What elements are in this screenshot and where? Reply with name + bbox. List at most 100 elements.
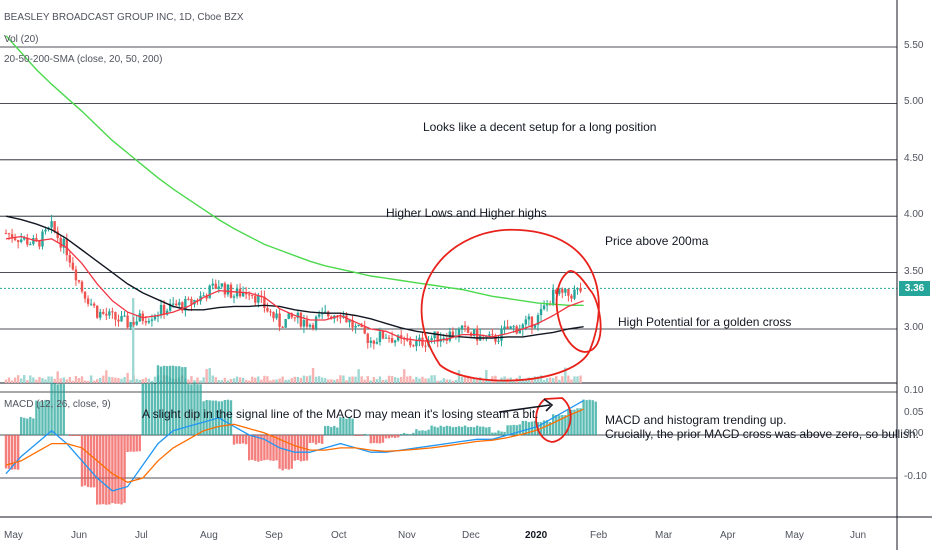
histogram-bar bbox=[585, 400, 588, 435]
volume-bar bbox=[366, 376, 369, 383]
histogram-bar bbox=[558, 415, 561, 435]
volume-bar bbox=[570, 379, 573, 383]
volume-bar bbox=[38, 376, 41, 383]
histogram-bar bbox=[454, 426, 458, 435]
histogram-bar bbox=[235, 435, 239, 444]
volume-bar bbox=[235, 376, 239, 383]
histogram-bar bbox=[263, 435, 266, 461]
volume-bar bbox=[442, 378, 445, 383]
candle-body bbox=[20, 239, 23, 243]
candle-body bbox=[178, 302, 181, 306]
histogram-bar bbox=[120, 435, 123, 505]
histogram-bar bbox=[460, 426, 464, 435]
volume-bar bbox=[229, 379, 233, 383]
volume-bar bbox=[223, 377, 227, 383]
sma-200-line bbox=[5, 35, 584, 306]
annotation-higher-lows: Higher Lows and Higher highs bbox=[386, 206, 547, 220]
histogram-bar bbox=[211, 400, 214, 435]
x-tick-label: Jul bbox=[135, 530, 148, 541]
candle-body bbox=[32, 238, 35, 245]
volume-bar bbox=[299, 377, 303, 383]
candle-body bbox=[536, 315, 540, 325]
volume-bar bbox=[284, 379, 287, 383]
candle-body bbox=[126, 315, 129, 328]
volume-bar bbox=[308, 375, 312, 383]
candle-body bbox=[384, 337, 388, 339]
y-tick-label: 0.10 bbox=[904, 385, 924, 396]
volume-bar bbox=[141, 379, 144, 383]
candle-body bbox=[415, 340, 418, 347]
volume-bar bbox=[105, 370, 108, 383]
histogram-bar bbox=[479, 426, 482, 435]
volume-bar bbox=[68, 377, 72, 383]
volume-bar bbox=[232, 378, 236, 383]
volume-bar bbox=[412, 379, 415, 383]
volume-bar bbox=[214, 377, 217, 383]
volume-bar bbox=[50, 376, 53, 383]
histogram-bar bbox=[324, 426, 327, 435]
histogram-bar bbox=[65, 434, 68, 436]
candle-body bbox=[184, 298, 187, 311]
volume-bar bbox=[211, 375, 214, 383]
candle-body bbox=[147, 320, 151, 323]
candle-body bbox=[129, 322, 132, 328]
volume-bar bbox=[32, 377, 35, 383]
volume-bar bbox=[293, 376, 296, 383]
candle-body bbox=[409, 340, 412, 346]
candle-body bbox=[214, 283, 217, 289]
volume-bar bbox=[86, 380, 90, 383]
histogram-bar bbox=[387, 435, 391, 439]
volume-bar bbox=[384, 379, 388, 383]
volume-bar bbox=[7, 377, 11, 383]
volume-bar bbox=[460, 376, 464, 383]
histogram-bar bbox=[469, 426, 473, 435]
histogram-bar bbox=[552, 414, 555, 435]
candle-body bbox=[65, 238, 68, 256]
candle-body bbox=[175, 303, 178, 306]
volume-bar bbox=[396, 377, 400, 383]
x-tick-label: 2020 bbox=[525, 530, 548, 541]
volume-bar bbox=[266, 376, 269, 383]
candle-body bbox=[266, 307, 269, 312]
volume-bar bbox=[320, 377, 324, 383]
volume-bar bbox=[114, 377, 117, 383]
histogram-bar bbox=[354, 435, 357, 436]
candle-body bbox=[120, 315, 123, 322]
candle-body bbox=[524, 319, 528, 325]
volume-bar bbox=[482, 380, 485, 383]
histogram-bar bbox=[156, 365, 160, 435]
histogram-bar bbox=[348, 417, 351, 435]
candle-body bbox=[293, 317, 296, 319]
volume-bar bbox=[372, 376, 376, 383]
volume-bar bbox=[23, 375, 26, 383]
histogram-bar bbox=[372, 435, 376, 444]
volume-bar bbox=[354, 376, 357, 383]
volume-bar bbox=[469, 377, 473, 383]
black-arrowhead bbox=[543, 398, 554, 412]
volume-bar bbox=[567, 375, 570, 383]
volume-bar bbox=[424, 378, 427, 383]
x-tick-label: Aug bbox=[200, 530, 218, 541]
volume-bar bbox=[281, 376, 284, 383]
volume-bar bbox=[457, 370, 461, 383]
volume-bar bbox=[430, 375, 433, 383]
volume-bar bbox=[53, 378, 56, 383]
histogram-bar bbox=[144, 383, 148, 435]
histogram-bar bbox=[439, 425, 442, 435]
annotation-above-200ma: Price above 200ma bbox=[605, 234, 709, 248]
histogram-bar bbox=[418, 430, 421, 435]
candle-body bbox=[339, 317, 342, 319]
candle-body bbox=[466, 326, 470, 333]
candle-body bbox=[13, 238, 17, 241]
candle-body bbox=[506, 326, 509, 329]
candle-body bbox=[96, 305, 99, 318]
candle-body bbox=[539, 309, 543, 316]
histogram-bar bbox=[442, 426, 445, 435]
histogram-bar bbox=[357, 435, 360, 436]
candle-body bbox=[442, 338, 445, 340]
x-tick-label: Mar bbox=[655, 530, 673, 541]
candle-body bbox=[573, 289, 576, 299]
volume-bar bbox=[96, 379, 99, 383]
candle-body bbox=[360, 324, 363, 327]
